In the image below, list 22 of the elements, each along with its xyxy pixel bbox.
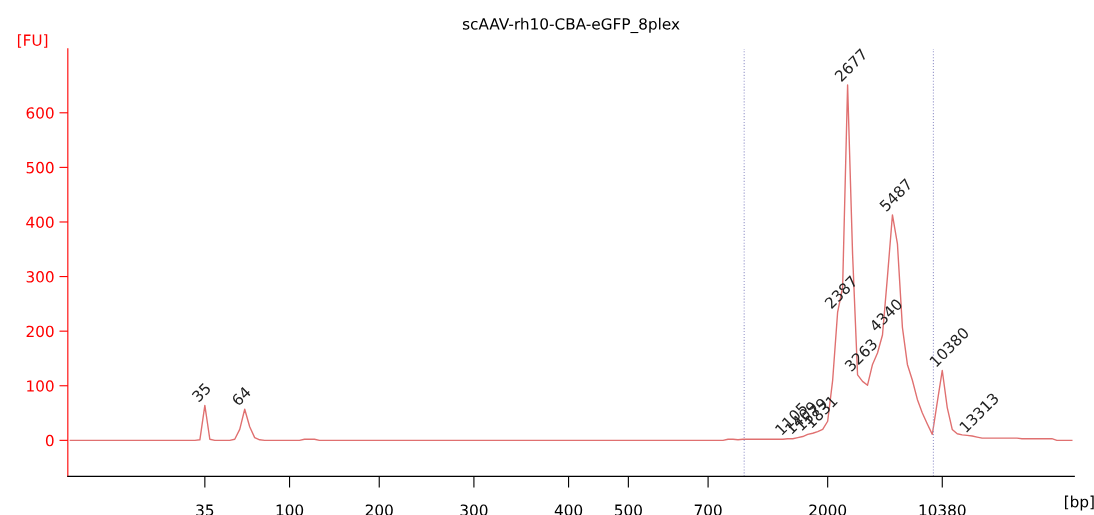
x-tick-label: 300	[460, 504, 488, 515]
x-tick-label: 2000	[809, 504, 847, 515]
annotation: 64	[231, 385, 252, 407]
annotation: 35	[191, 382, 212, 403]
y-tick-label: 0	[45, 434, 54, 447]
chart-title: scAAV-rh10-CBA-eGFP_8plex	[462, 17, 680, 34]
x-tick-label: 700	[694, 504, 722, 515]
x-axis-title: [bp]	[1064, 495, 1094, 511]
y-tick-label: 300	[26, 271, 54, 283]
y-tick-label: 400	[26, 216, 54, 228]
y-tick-label: 200	[26, 325, 54, 338]
x-tick-label: 100	[276, 504, 304, 515]
y-axis-title: [FU]	[17, 34, 48, 48]
y-tick-label: 500	[26, 161, 54, 174]
x-tick-label: 400	[554, 504, 583, 515]
line-series	[69, 84, 1073, 442]
x-tick-label: 200	[365, 504, 393, 515]
x-tick-label: 500	[614, 504, 642, 515]
y-tick-label: 100	[27, 380, 54, 392]
x-tick-label: 35	[196, 504, 214, 515]
x-tick-label: 10380	[919, 504, 966, 515]
y-tick-label: 600	[26, 107, 54, 119]
